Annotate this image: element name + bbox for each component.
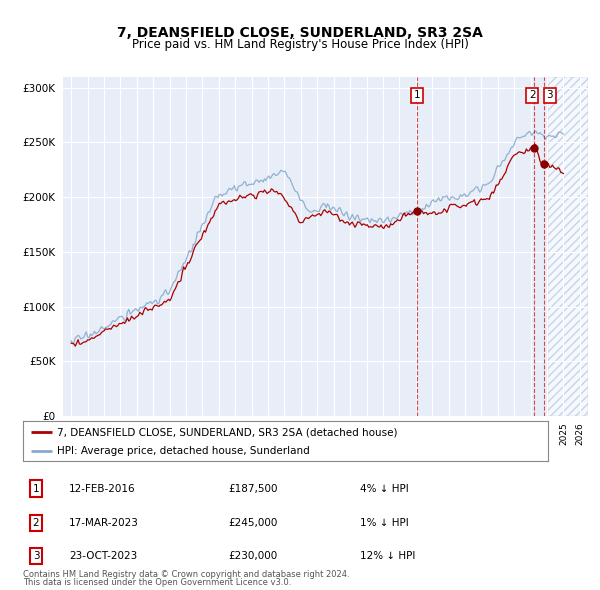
Text: 1% ↓ HPI: 1% ↓ HPI [360, 519, 409, 528]
Text: 7, DEANSFIELD CLOSE, SUNDERLAND, SR3 2SA (detached house): 7, DEANSFIELD CLOSE, SUNDERLAND, SR3 2SA… [57, 427, 397, 437]
Text: 2: 2 [529, 90, 536, 100]
Text: 17-MAR-2023: 17-MAR-2023 [69, 519, 139, 528]
Text: This data is licensed under the Open Government Licence v3.0.: This data is licensed under the Open Gov… [23, 578, 291, 587]
Text: Price paid vs. HM Land Registry's House Price Index (HPI): Price paid vs. HM Land Registry's House … [131, 38, 469, 51]
Text: 1: 1 [414, 90, 421, 100]
Text: 2: 2 [32, 519, 40, 528]
Text: 12% ↓ HPI: 12% ↓ HPI [360, 552, 415, 561]
Text: £230,000: £230,000 [228, 552, 277, 561]
Bar [548, 77, 588, 416]
Text: Contains HM Land Registry data © Crown copyright and database right 2024.: Contains HM Land Registry data © Crown c… [23, 570, 349, 579]
Text: £187,500: £187,500 [228, 484, 277, 493]
Text: 1: 1 [32, 484, 40, 493]
Text: 3: 3 [546, 90, 553, 100]
Text: 3: 3 [32, 552, 40, 561]
Text: 7, DEANSFIELD CLOSE, SUNDERLAND, SR3 2SA: 7, DEANSFIELD CLOSE, SUNDERLAND, SR3 2SA [117, 26, 483, 40]
Text: £245,000: £245,000 [228, 519, 277, 528]
Text: 4% ↓ HPI: 4% ↓ HPI [360, 484, 409, 493]
Text: HPI: Average price, detached house, Sunderland: HPI: Average price, detached house, Sund… [57, 447, 310, 456]
Text: 23-OCT-2023: 23-OCT-2023 [69, 552, 137, 561]
Text: 12-FEB-2016: 12-FEB-2016 [69, 484, 136, 493]
